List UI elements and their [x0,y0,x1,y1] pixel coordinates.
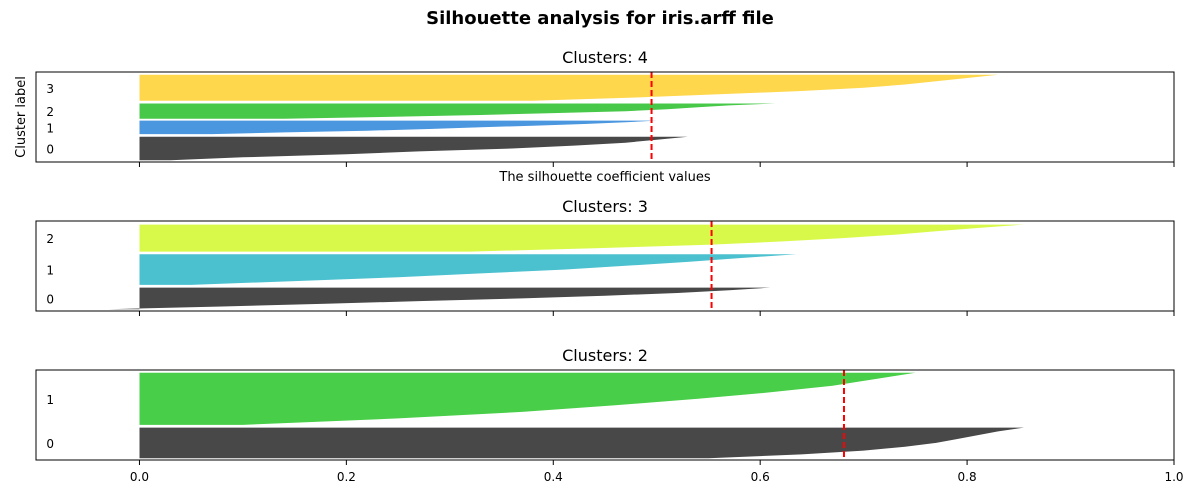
panels: Clusters: 4 0 1 2 3 The silhouette coefficien… [14,48,1184,484]
figure-title: Silhouette analysis for iris.arff file [426,8,774,29]
silhouette-cluster-1 [139,372,916,425]
axes-frame [35,220,1175,312]
y-axis-label: Cluster label [14,76,29,158]
silhouette-cluster-1 [139,254,797,285]
cluster-label: 0 [46,143,54,157]
panel-title: Clusters: 4 [562,48,648,67]
silhouette-cluster-1 [139,120,657,135]
silhouette-cluster-3 [139,74,999,101]
x-tick-label: 0.2 [337,470,356,484]
x-tick-label: 0.6 [751,470,770,484]
cluster-label: 0 [46,437,54,451]
cluster-label: 3 [46,82,54,96]
cluster-label: 1 [46,393,54,407]
x-tick-label: 0.8 [958,470,977,484]
axes-frame [35,369,1175,461]
silhouette-cluster-0 [108,287,771,310]
silhouette-cluster-2 [139,103,776,119]
panel-1: Clusters: 4 0 1 2 3 The silhouette coefficien… [14,48,1175,185]
panel-title: Clusters: 3 [562,197,648,216]
panel-3: Clusters: 2 0 1 0.0 0.2 0.4 0.6 0.8 1.0 [35,346,1184,484]
cluster-label: 2 [46,232,54,246]
silhouette-cluster-2 [139,224,1024,252]
cluster-label: 0 [46,292,54,306]
cluster-label: 2 [46,105,54,119]
panel-2: Clusters: 3 0 1 2 [35,197,1175,316]
silhouette-cluster-0 [139,427,1024,459]
silhouette-cluster-0 [139,136,688,161]
x-axis-label: The silhouette coefficient values [498,170,710,185]
x-tick-label: 0.0 [130,470,149,484]
cluster-label: 1 [46,121,54,135]
x-tick-label: 1.0 [1164,470,1183,484]
x-tick-label: 0.4 [544,470,563,484]
cluster-label: 1 [46,264,54,278]
axes-frame [35,71,1175,163]
panel-title: Clusters: 2 [562,346,648,365]
